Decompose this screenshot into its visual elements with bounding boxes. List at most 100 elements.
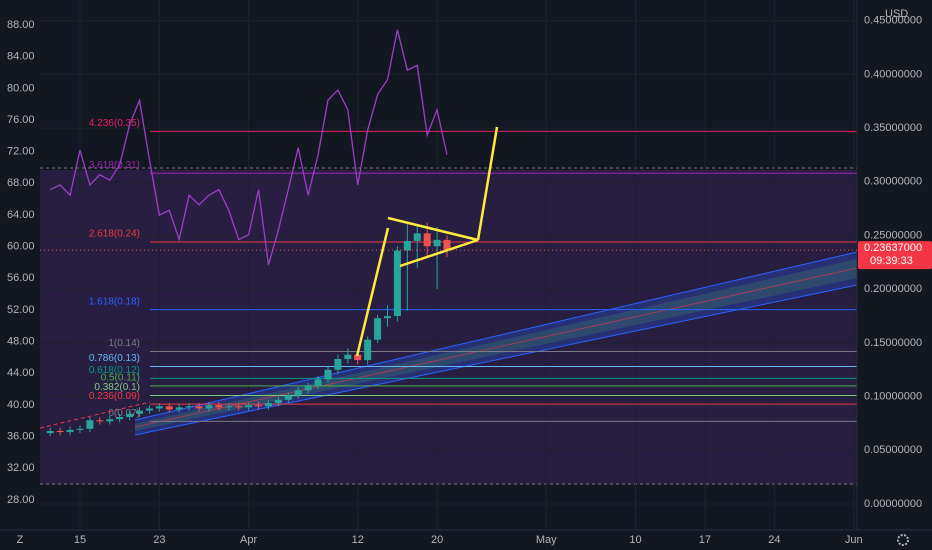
drawing	[355, 126, 499, 357]
x-tick-label: 12	[352, 534, 364, 546]
candle-body	[106, 419, 114, 422]
candle-body	[274, 399, 282, 404]
x-tick-label: 24	[768, 534, 780, 546]
candle-body	[145, 408, 153, 411]
candle-body	[86, 420, 94, 429]
y2-tick-label: 88.00	[7, 19, 35, 31]
candle-body	[413, 233, 421, 241]
y2-tick-label: 64.00	[7, 209, 35, 221]
x-tick-label: 17	[699, 534, 711, 546]
fib-levels: 4.236(0.35) 3.618(0.31) 2.618(0.24) 1.618(0…	[89, 118, 857, 422]
candle-body	[264, 403, 272, 407]
currency: USD	[885, 8, 908, 20]
fib-label: 1(0.14)	[108, 338, 140, 349]
y-tick-label: 0.45000000	[864, 15, 922, 27]
candle-body	[374, 318, 382, 340]
settings-icon[interactable]	[897, 534, 909, 546]
y-tick-label: 0.10000000	[864, 391, 922, 403]
candle-body	[245, 405, 253, 408]
candle-body	[175, 407, 183, 410]
y-tick-label: 0.15000000	[864, 337, 922, 349]
y2-tick-label: 56.00	[7, 272, 35, 284]
fib-label: 4.236(0.35)	[89, 118, 140, 129]
candle-body	[76, 428, 84, 430]
y2-tick-label: 52.00	[7, 304, 35, 316]
fib-label: 1.618(0.18)	[89, 296, 140, 307]
fib-label: 2.618(0.24)	[89, 229, 140, 240]
y-tick-label: 0.35000000	[864, 122, 922, 134]
grid	[40, 0, 857, 530]
candle-body	[96, 420, 104, 422]
candle-body	[205, 405, 213, 409]
y-tick-label: 0.40000000	[864, 68, 922, 80]
candle-body	[423, 233, 431, 247]
candle-body	[393, 250, 401, 317]
y-tick-label: 0.30000000	[864, 176, 922, 188]
x-tick-label: 10	[629, 534, 641, 546]
y2-tick-label: 44.00	[7, 367, 35, 379]
candle-body	[135, 410, 143, 414]
fib-label: 0.5(0.11)	[101, 373, 140, 384]
countdown: 09:39:33	[870, 255, 913, 267]
x-tick-label: Jun	[845, 534, 863, 546]
candle-body	[354, 354, 362, 361]
candle-body	[66, 429, 74, 433]
candle-body	[284, 395, 292, 400]
fib-label: 0.236(0.09)	[89, 391, 140, 402]
candle-body	[314, 379, 322, 386]
candle-body	[255, 405, 263, 407]
candle-body	[155, 406, 163, 409]
last-price-box	[858, 241, 932, 270]
fib-label: 3.618(0.31)	[89, 160, 140, 171]
candle-body	[443, 239, 451, 251]
candle-body	[324, 369, 332, 380]
last-price-label: 0.23637000	[864, 242, 922, 254]
candle-body	[116, 417, 124, 420]
y2-tick-label: 36.00	[7, 431, 35, 443]
y2-tick-label: 68.00	[7, 177, 35, 189]
y2-tick-label: 72.00	[7, 146, 35, 158]
rsi-line	[49, 29, 448, 266]
y2-tick-label: 28.00	[7, 494, 35, 506]
y2-tick-label: 84.00	[7, 51, 35, 63]
candle-body	[56, 430, 64, 433]
y2-tick-label: 80.00	[7, 82, 35, 94]
candle-body	[165, 406, 173, 410]
y-tick-label: 0.00000000	[864, 498, 922, 510]
candle-body	[433, 239, 441, 247]
fib-label: 0.382(0.1)	[94, 382, 140, 393]
candle-body	[235, 406, 243, 408]
y2-tick-label: 60.00	[7, 241, 35, 253]
candle-body	[185, 406, 193, 408]
y2-tick-label: 40.00	[7, 399, 35, 411]
candle-body	[403, 240, 411, 251]
y2-tick-label: 76.00	[7, 114, 35, 126]
candle-body	[344, 354, 352, 360]
y-tick-label: 0.20000000	[864, 283, 922, 295]
x-tick-label: 15	[74, 534, 86, 546]
x-tick-label: Apr	[240, 534, 257, 546]
candle-body	[225, 406, 233, 408]
candle-body	[195, 406, 203, 409]
candle-body	[383, 316, 391, 319]
x-tick-label: 23	[153, 534, 165, 546]
fib-label: 0.786(0.13)	[89, 353, 140, 364]
fib-label: 0.618(0.12)	[89, 365, 140, 376]
timezone-button[interactable]: Z	[17, 534, 24, 546]
fib-label: 0(0.07)	[108, 408, 140, 419]
candle-body	[304, 385, 312, 391]
y-tick-label: 0.05000000	[864, 444, 922, 456]
candle-body	[364, 339, 372, 361]
candle-body	[334, 359, 342, 370]
candle-body	[126, 413, 134, 418]
candle-body	[294, 390, 302, 396]
rsi-zone	[40, 170, 857, 484]
x-tick-label: 20	[431, 534, 443, 546]
candle-body	[46, 430, 54, 434]
y-tick-label: 0.25000000	[864, 229, 922, 241]
y2-tick-label: 32.00	[7, 462, 35, 474]
y2-tick-label: 48.00	[7, 336, 35, 348]
regression-channel	[39, 251, 858, 436]
candle-body	[215, 405, 223, 408]
